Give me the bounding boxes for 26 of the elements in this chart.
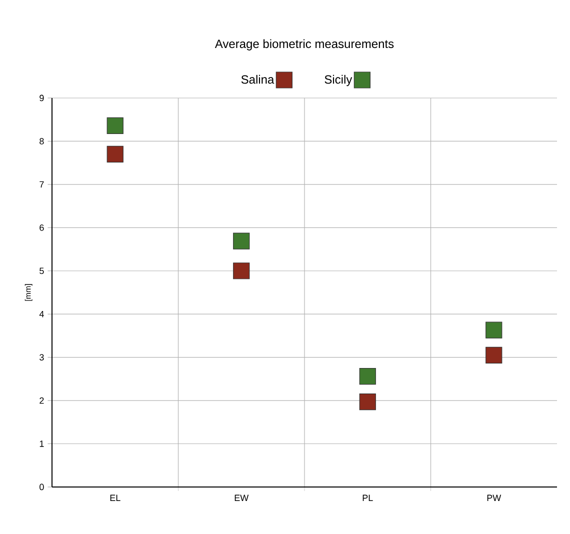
chart-title: Average biometric measurements xyxy=(214,39,394,50)
y-tick-label: 4 xyxy=(39,311,44,318)
legend-label: Sicily xyxy=(324,74,352,86)
point xyxy=(106,117,124,134)
x-tick-label: PW xyxy=(487,494,502,501)
x-tick-label: EW xyxy=(234,494,249,501)
point xyxy=(106,146,124,162)
y-tick-label: 9 xyxy=(40,94,44,102)
y-axis-title: [mm] xyxy=(24,284,32,301)
y-tick-label: 3 xyxy=(40,354,44,361)
y-tick-label: 0 xyxy=(40,484,44,490)
y-tick-label: 7 xyxy=(40,181,44,188)
y-tick-label: 1 xyxy=(40,440,44,447)
point xyxy=(233,232,250,250)
point xyxy=(486,346,502,364)
point xyxy=(233,262,250,280)
y-tick-label: 2 xyxy=(40,397,44,404)
x-tick-label: EL xyxy=(110,494,120,501)
point xyxy=(359,394,376,410)
point xyxy=(359,368,376,385)
y-tick-label: 8 xyxy=(40,138,44,144)
legend-label: Salina xyxy=(241,74,274,84)
y-tick-label: 5 xyxy=(40,268,44,274)
y-tick-label: 6 xyxy=(40,224,44,231)
x-tick-label: PL xyxy=(362,494,373,501)
point xyxy=(486,322,502,338)
